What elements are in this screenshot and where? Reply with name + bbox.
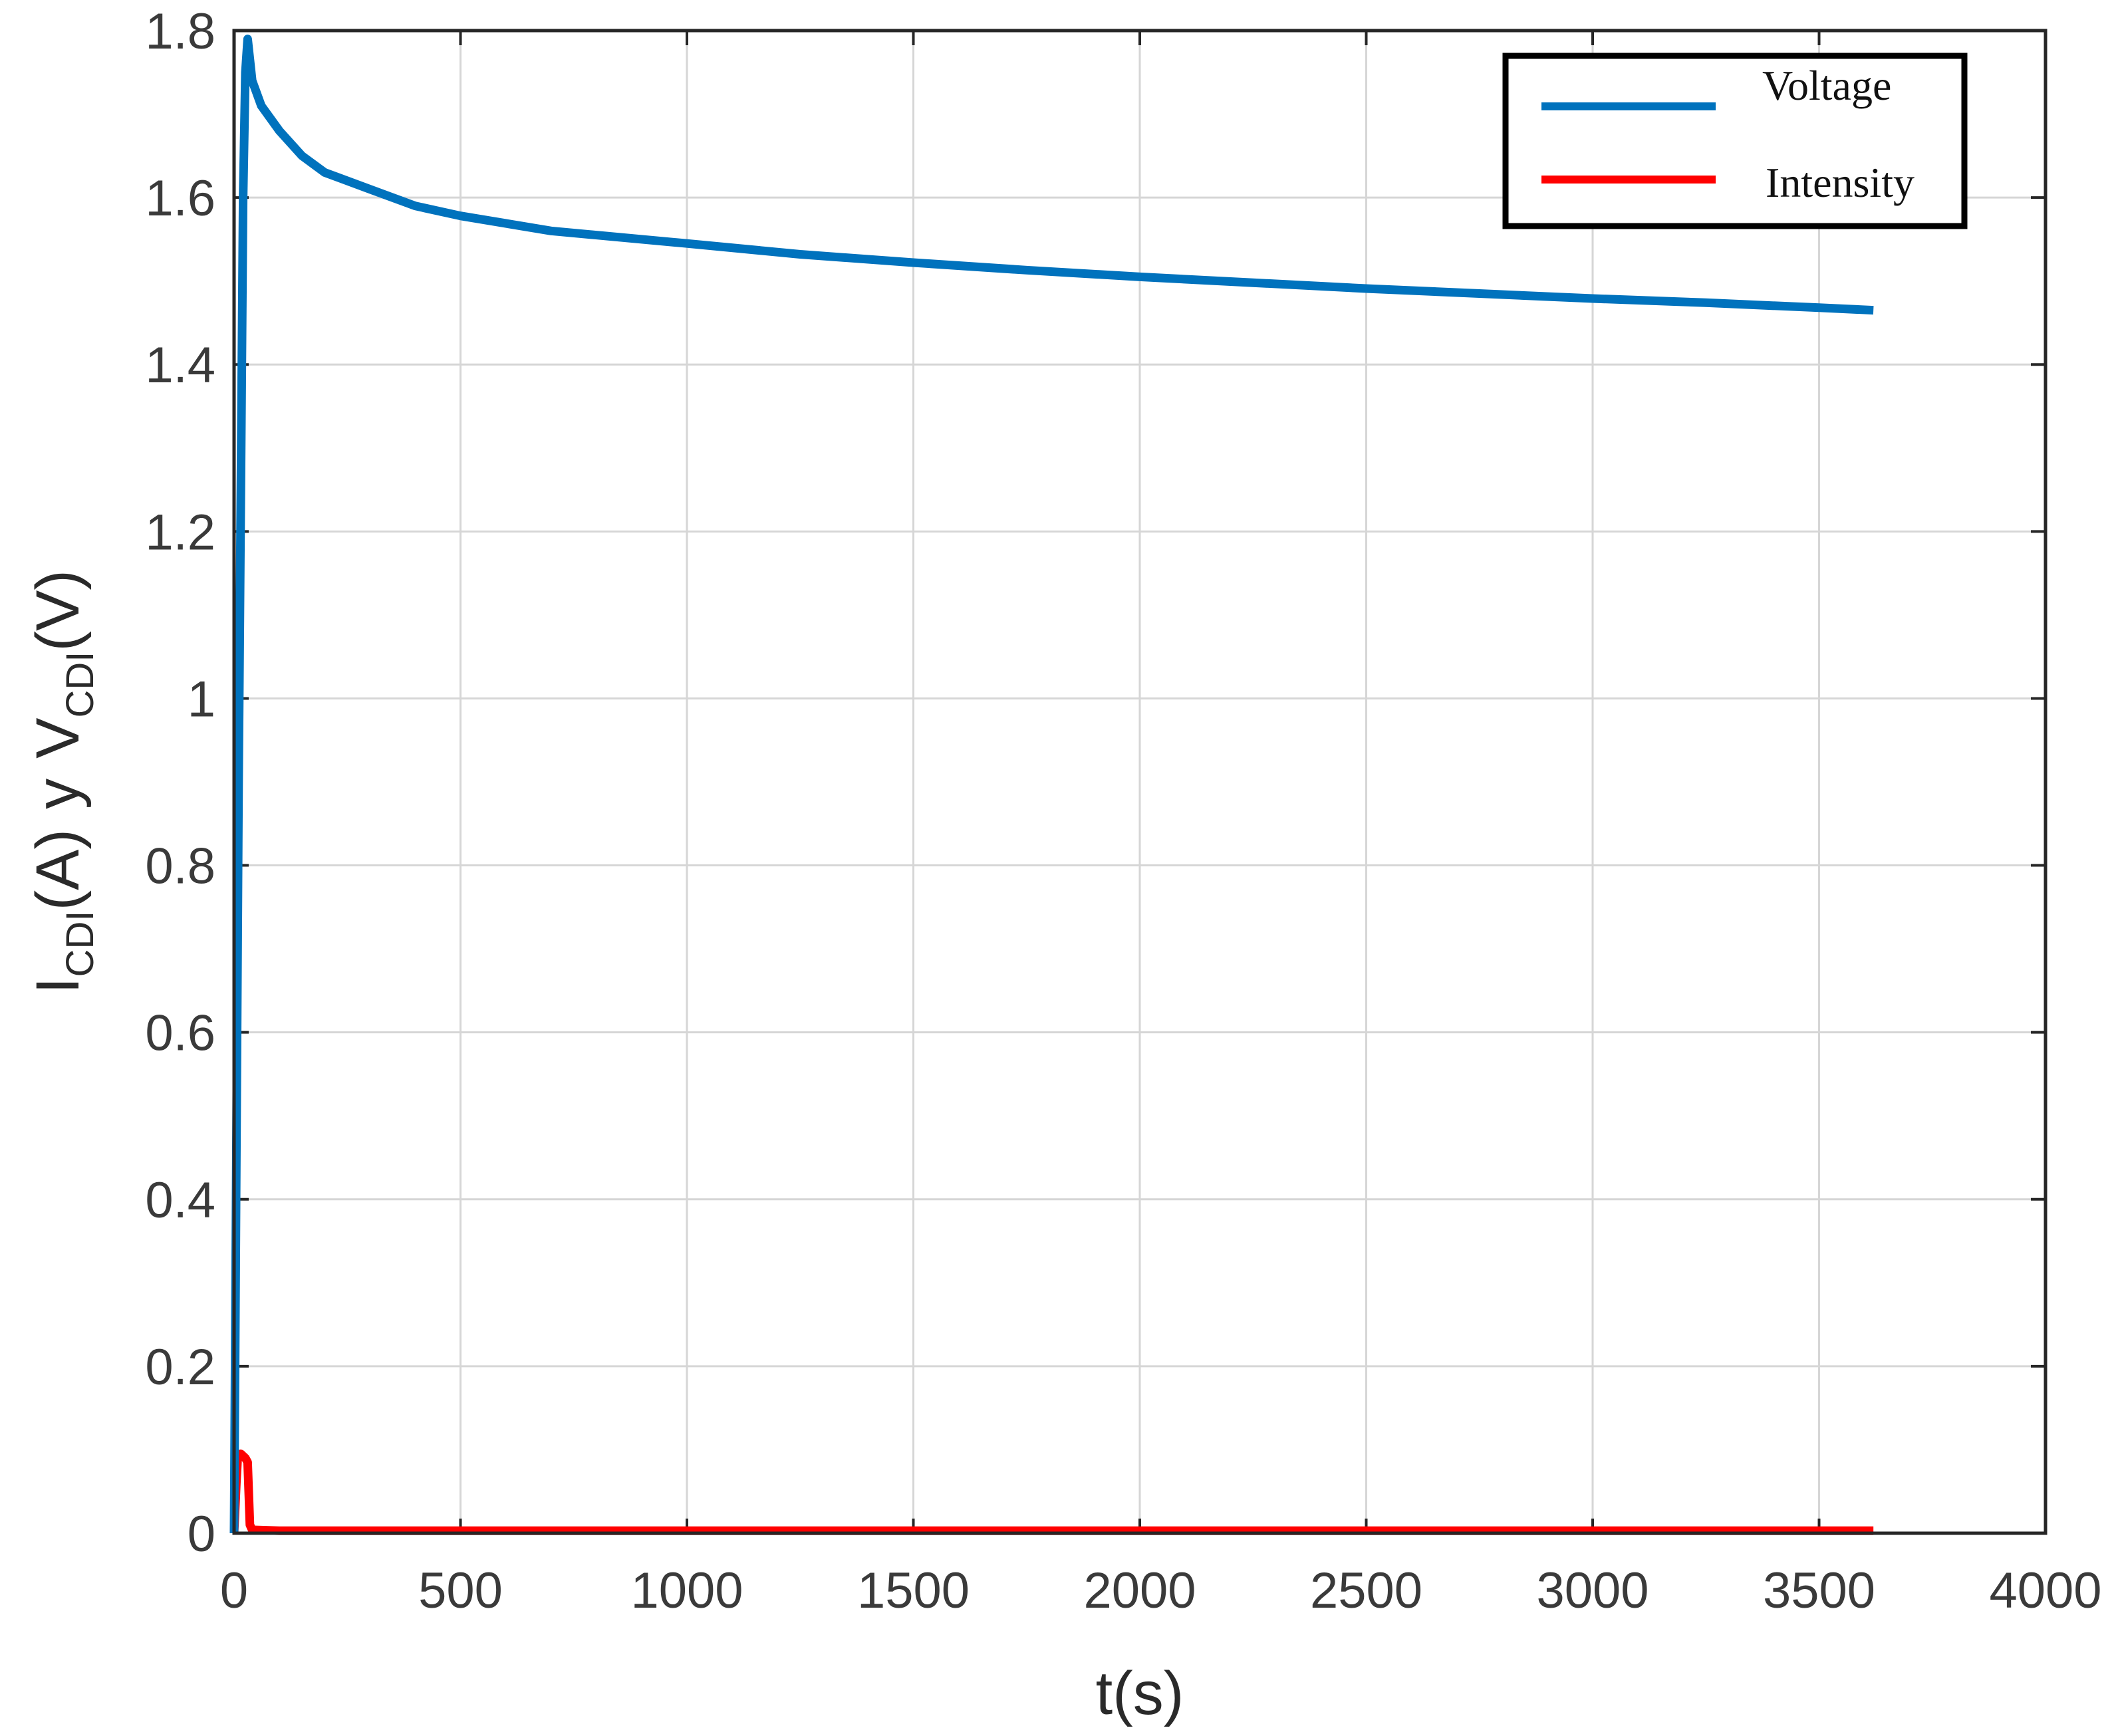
series-line-voltage — [229, 35, 1874, 1534]
y-axis-title-v: V — [24, 718, 92, 759]
y-axis-title-i-unit: (A) — [24, 829, 92, 911]
y-tick-label: 0.6 — [145, 1005, 215, 1062]
y-tick-label: 1.6 — [145, 170, 215, 227]
series-line-intensity — [229, 1449, 1874, 1535]
x-tick-label: 1500 — [857, 1562, 970, 1619]
x-tick-label: 500 — [418, 1562, 503, 1619]
grid — [234, 31, 2046, 1533]
axis-ticks — [233, 29, 2047, 1535]
y-axis-title: ICDI(A)yVCDI(V) — [24, 570, 102, 994]
x-tick-label: 2500 — [1310, 1562, 1422, 1619]
x-tick-label: 4000 — [1989, 1562, 2101, 1619]
x-tick-label: 2000 — [1083, 1562, 1196, 1619]
plot-area-frame — [232, 29, 2048, 1535]
y-axis-title-conjunction: y — [24, 779, 92, 809]
y-tick-label: 0.8 — [145, 838, 215, 895]
y-axis-title-v-unit: (V) — [24, 570, 92, 652]
y-axis-title-v-subscript: CDI — [59, 652, 102, 718]
y-tick-label: 0.2 — [145, 1339, 215, 1396]
legend-label-voltage: Voltage — [1762, 62, 1891, 109]
x-tick-label: 3000 — [1536, 1562, 1649, 1619]
x-tick-label: 3500 — [1763, 1562, 1875, 1619]
y-axis-title-i: I — [24, 977, 92, 994]
x-tick-labels: 0 500 1000 1500 2000 2500 3000 3500 4000 — [220, 1562, 2102, 1619]
y-tick-label: 1.8 — [145, 3, 215, 60]
y-tick-label: 1.2 — [145, 504, 215, 560]
legend: Voltage Intensity — [1502, 53, 1968, 229]
y-tick-label: 0 — [188, 1506, 215, 1562]
plot-series — [229, 35, 1874, 1535]
x-tick-label: 0 — [220, 1562, 248, 1619]
y-axis-title-i-subscript: CDI — [59, 911, 102, 977]
y-tick-label: 1 — [188, 671, 215, 727]
legend-box — [1502, 53, 1968, 229]
x-axis-title: t(s) — [1096, 1660, 1184, 1727]
y-tick-label: 1.4 — [145, 337, 215, 394]
x-tick-label: 1000 — [630, 1562, 743, 1619]
legend-label-intensity: Intensity — [1766, 159, 1915, 206]
y-tick-labels: 0 0.2 0.4 0.6 0.8 1 1.2 1.4 1.6 1.8 — [145, 3, 215, 1562]
y-tick-label: 0.4 — [145, 1172, 215, 1229]
